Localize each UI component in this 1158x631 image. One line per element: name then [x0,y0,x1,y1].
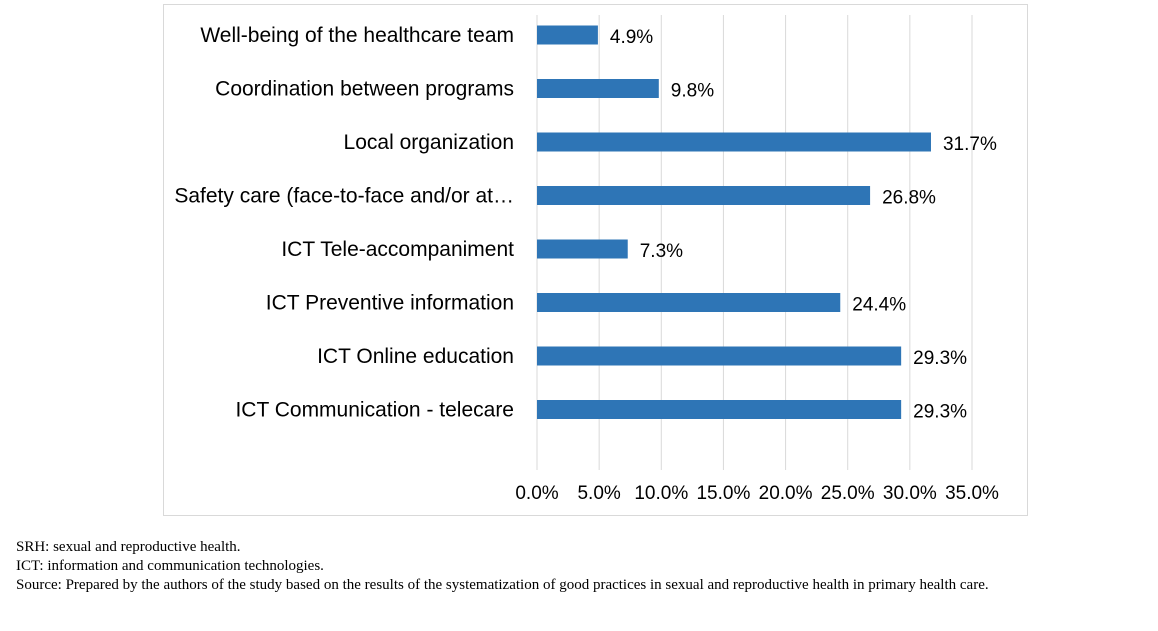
bar [537,293,841,312]
x-tick-label: 5.0% [577,483,620,504]
x-tick-label: 10.0% [634,483,688,504]
value-label: 29.3% [913,348,967,369]
category-label: Coordination between programs [215,78,514,101]
footnotes: SRH: sexual and reproductive health. ICT… [16,538,1146,595]
category-label: ICT Online education [317,345,514,368]
value-label: 24.4% [852,295,906,316]
value-label: 7.3% [640,241,683,262]
bar [537,400,902,419]
bar [537,346,902,366]
bar [537,239,628,259]
x-tick-label: 30.0% [883,483,937,504]
value-label: 26.8% [882,188,936,209]
chart-frame: Well-being of the healthcare team Coordin… [163,4,1028,516]
value-label: 29.3% [913,402,967,423]
category-label: Safety care (face-to-face and/or at… [174,185,514,208]
bar [537,186,871,205]
x-tick-label: 25.0% [821,483,875,504]
footnote-ict: ICT: information and communication techn… [16,558,324,574]
bars [537,25,931,419]
category-label: ICT Tele-accompaniment [281,238,514,261]
category-label: ICT Preventive information [266,292,514,315]
value-label: 9.8% [671,81,714,102]
value-labels: 4.9% 9.8% 31.7% 26.8% 7.3% 24.4% 29.3% 29.3% [610,27,997,423]
value-label: 4.9% [610,27,653,48]
x-tick-label: 0.0% [515,483,558,504]
bar [537,25,598,45]
x-tick-label: 15.0% [696,483,750,504]
category-label: Local organization [344,131,514,154]
footnote-source: Source: Prepared by the authors of the s… [16,577,989,593]
x-tick-label: 20.0% [759,483,813,504]
bar-chart: Well-being of the healthcare team Coordin… [174,15,999,504]
bar [537,79,659,98]
x-tick-label: 35.0% [945,483,999,504]
footnote-srh: SRH: sexual and reproductive health. [16,539,241,555]
bar [537,132,931,152]
category-label: ICT Communication - telecare [235,399,514,422]
category-labels: Well-being of the healthcare team Coordin… [174,24,514,422]
category-label: Well-being of the healthcare team [200,24,514,47]
x-axis-ticks: 0.0% 5.0% 10.0% 15.0% 20.0% 25.0% 30.0% 35.0% [515,483,999,504]
value-label: 31.7% [943,134,997,155]
